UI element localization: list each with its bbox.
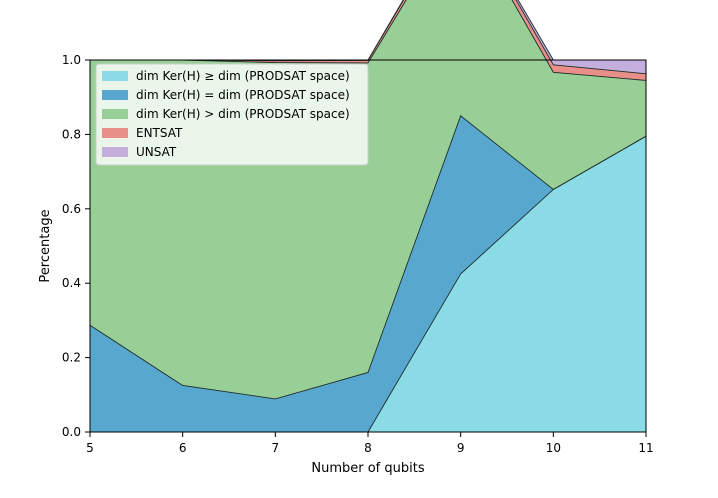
legend-label: dim Ker(H) > dim (PRODSAT space) [136,107,350,121]
x-tick-label: 10 [546,441,561,455]
legend-label: ENTSAT [136,126,183,140]
x-tick-label: 7 [272,441,280,455]
area-series-3 [90,0,646,81]
series-4-upper-edge [90,0,646,61]
area-series-1 [90,115,646,433]
legend-label: UNSAT [136,145,177,159]
y-tick-label: 0.8 [62,127,81,141]
y-tick-label: 0.2 [62,351,81,365]
x-tick-label: 8 [364,441,372,455]
legend-swatch [102,109,128,119]
y-tick-label: 0.4 [62,276,81,290]
area-series-4 [90,0,646,74]
y-tick-label: 0.0 [62,425,81,439]
x-tick-label: 11 [638,441,653,455]
y-tick-label: 1.0 [62,53,81,67]
y-axis: 0.0 0.2 0.4 0.6 0.8 1.0 [62,53,90,439]
y-axis-title: Percentage [38,209,53,282]
legend-label: dim Ker(H) ≥ dim (PRODSAT space) [136,69,350,83]
legend-swatch [102,71,128,81]
x-axis-title: Number of qubits [311,461,424,476]
x-tick-label: 6 [179,441,187,455]
series-1-upper-edge [89,115,647,400]
legend-label: dim Ker(H) = dim (PRODSAT space) [136,88,350,102]
x-tick-label: 9 [457,441,465,455]
x-tick-label: 5 [86,441,94,455]
x-axis: 5 6 7 8 9 10 11 [86,432,654,455]
legend-swatch [102,90,128,100]
legend-box [95,63,369,166]
legend-swatch [102,128,128,138]
y-tick-label: 0.6 [62,202,81,216]
area-series-0 [90,136,646,432]
legend: dim Ker(H) ≥ dim (PRODSAT space) dim Ker(… [95,63,369,166]
legend-swatch [102,147,128,157]
